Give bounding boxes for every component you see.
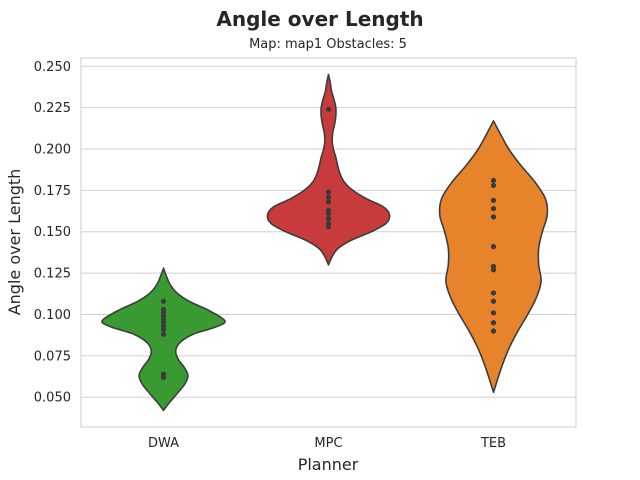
violins <box>101 73 549 412</box>
data-point-teb <box>490 244 497 250</box>
y-tick-label: 0.075 <box>34 349 71 364</box>
y-tick-label: 0.100 <box>34 308 71 323</box>
violin-dwa <box>101 267 226 412</box>
x-tick-label-mpc: MPC <box>314 436 342 451</box>
y-tick-label: 0.125 <box>34 267 71 282</box>
data-point-teb <box>490 214 497 220</box>
data-point-teb <box>490 205 497 212</box>
y-tick-label: 0.150 <box>34 225 71 240</box>
data-point-mpc <box>325 106 332 112</box>
data-point-mpc <box>325 189 332 195</box>
data-point-teb <box>490 263 497 270</box>
x-tick-labels: DWA MPC TEB <box>148 436 506 451</box>
chart-title: Angle over Length <box>216 7 423 31</box>
y-axis-label: Angle over Length <box>5 169 24 316</box>
data-point-mpc <box>325 194 332 200</box>
data-point-teb <box>490 182 497 189</box>
data-point-mpc <box>325 199 332 205</box>
violin-teb <box>438 120 549 394</box>
data-point-teb <box>490 320 497 326</box>
data-point-mpc <box>325 215 332 222</box>
chart-subtitle: Map: map1 Obstacles: 5 <box>249 37 407 52</box>
x-tick-label-teb: TEB <box>480 436 506 451</box>
x-axis-label: Planner <box>298 455 359 474</box>
data-point-dwa <box>160 306 167 313</box>
data-point-dwa <box>160 331 167 337</box>
y-tick-label: 0.250 <box>34 60 71 75</box>
violin-mpc <box>266 73 391 266</box>
data-point-mpc <box>325 207 332 213</box>
x-tick-label-dwa: DWA <box>148 436 179 451</box>
y-tick-label: 0.050 <box>34 391 71 406</box>
data-point-teb <box>490 298 497 304</box>
data-point-dwa <box>160 298 167 304</box>
data-point-mpc <box>325 220 332 227</box>
y-tick-label: 0.200 <box>34 143 71 158</box>
data-point-teb <box>490 310 497 316</box>
y-tick-label: 0.175 <box>34 184 71 199</box>
y-tick-labels: 0.050 0.075 0.100 0.125 0.150 0.175 0.200 0.225… <box>34 60 71 406</box>
data-point-teb <box>490 197 497 203</box>
data-point-dwa <box>160 371 167 377</box>
data-point-teb <box>490 290 497 296</box>
y-tick-label: 0.225 <box>34 101 71 116</box>
data-point-teb <box>490 177 497 184</box>
data-point-teb <box>490 328 497 334</box>
